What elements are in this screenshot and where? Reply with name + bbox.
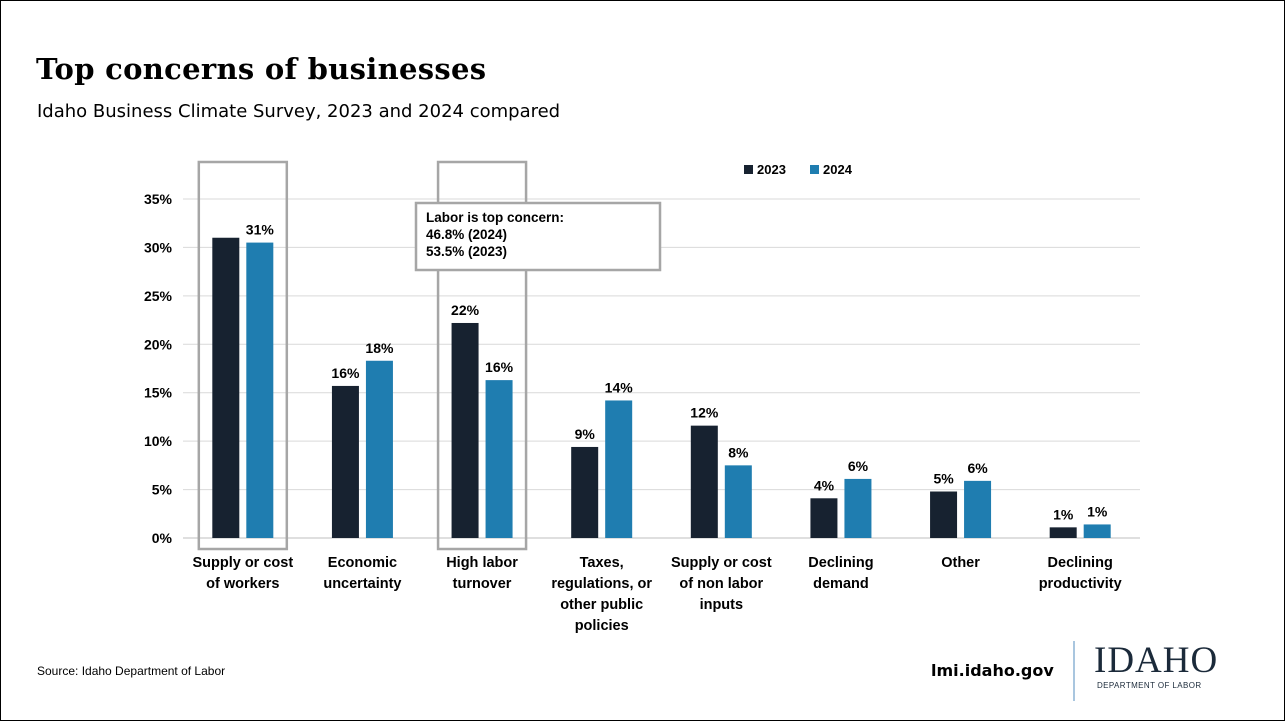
x-category-label: Supply or cost (192, 555, 293, 571)
y-tick-label: 10% (144, 433, 173, 449)
legend-label: 2024 (823, 162, 853, 177)
bar-2024 (964, 480, 992, 538)
bar-2023 (451, 322, 479, 538)
x-category-label: demand (813, 576, 869, 592)
legend-swatch (810, 165, 819, 174)
bar-2024 (605, 400, 633, 538)
bar-2024 (844, 478, 872, 538)
idaho-logo: IDAHO (1094, 640, 1219, 681)
data-label: 16% (485, 359, 514, 375)
y-tick-label: 0% (152, 530, 173, 546)
site-link[interactable]: lmi.idaho.gov (931, 661, 1054, 680)
annotation-text: 53.5% (2023) (426, 244, 507, 259)
bar-2023 (810, 498, 838, 538)
logo-divider (1073, 641, 1075, 701)
page-title: Top concerns of businesses (36, 52, 487, 86)
bar-2024 (246, 242, 274, 539)
data-label: 1% (1087, 503, 1108, 519)
x-category-label: Declining (808, 555, 873, 571)
x-category-label: High labor (446, 555, 518, 571)
data-label: 1% (1053, 506, 1074, 522)
x-category-label: regulations, or (551, 576, 652, 592)
data-label: 31% (246, 222, 275, 238)
x-category-label: of non labor (679, 576, 763, 592)
bar-2023 (331, 385, 359, 538)
y-tick-label: 35% (144, 191, 173, 207)
page-subtitle: Idaho Business Climate Survey, 2023 and … (37, 101, 561, 122)
bar-2023 (690, 425, 718, 538)
data-label: 12% (690, 405, 719, 421)
y-tick-label: 20% (144, 336, 173, 352)
bar-2023 (571, 446, 599, 538)
x-category-label: Declining (1048, 555, 1113, 571)
bar-2024 (365, 360, 393, 538)
idaho-logo-subtitle: DEPARTMENT OF LABOR (1097, 681, 1202, 690)
legend-swatch (744, 165, 753, 174)
bar-2023 (212, 237, 240, 538)
bar-2024 (724, 465, 752, 538)
data-label: 6% (848, 458, 869, 474)
data-label: 4% (814, 477, 835, 493)
y-tick-label: 5% (152, 482, 173, 498)
data-label: 16% (331, 365, 360, 381)
legend-label: 2023 (757, 162, 786, 177)
source-note: Source: Idaho Department of Labor (37, 664, 226, 678)
annotation-text: 46.8% (2024) (426, 227, 507, 242)
x-category-label: policies (575, 618, 629, 634)
data-label: 6% (967, 460, 988, 476)
x-category-label: inputs (700, 597, 744, 613)
highlight-box (436, 160, 528, 551)
x-category-label: other public (560, 597, 643, 613)
y-tick-label: 25% (144, 288, 173, 304)
bar-2023 (1049, 527, 1077, 538)
x-category-label: productivity (1039, 576, 1122, 592)
bar-2023 (930, 491, 958, 538)
data-label: 9% (575, 426, 596, 442)
data-label: 5% (933, 471, 954, 487)
y-tick-label: 30% (144, 239, 173, 255)
y-tick-label: 15% (144, 385, 173, 401)
highlight-box (197, 160, 289, 551)
x-category-label: Economic (328, 555, 397, 571)
x-category-label: Taxes, (580, 555, 624, 571)
data-label: 18% (365, 340, 394, 356)
data-label: 14% (605, 379, 634, 395)
bar-2024 (485, 380, 513, 538)
annotation-text: Labor is top concern: (426, 210, 564, 225)
x-category-label: turnover (453, 576, 512, 592)
data-label: 8% (728, 444, 749, 460)
bar-2024 (1083, 524, 1111, 538)
x-category-label: Other (941, 555, 980, 571)
data-label: 22% (451, 302, 480, 318)
x-category-label: Supply or cost (671, 555, 772, 571)
x-category-label: of workers (206, 576, 279, 592)
x-category-label: uncertainty (323, 576, 401, 592)
annotation-box (414, 201, 662, 272)
